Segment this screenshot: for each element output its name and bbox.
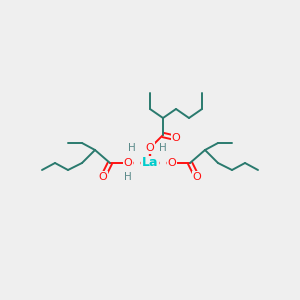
Text: O: O [99,172,107,182]
Text: H: H [124,172,132,182]
Text: H: H [159,143,167,153]
Text: H: H [128,143,136,153]
Text: O: O [124,158,132,168]
Text: O: O [168,158,176,168]
Text: O: O [193,172,201,182]
Text: La: La [142,157,158,169]
Text: O: O [172,133,180,143]
Text: O: O [146,143,154,153]
